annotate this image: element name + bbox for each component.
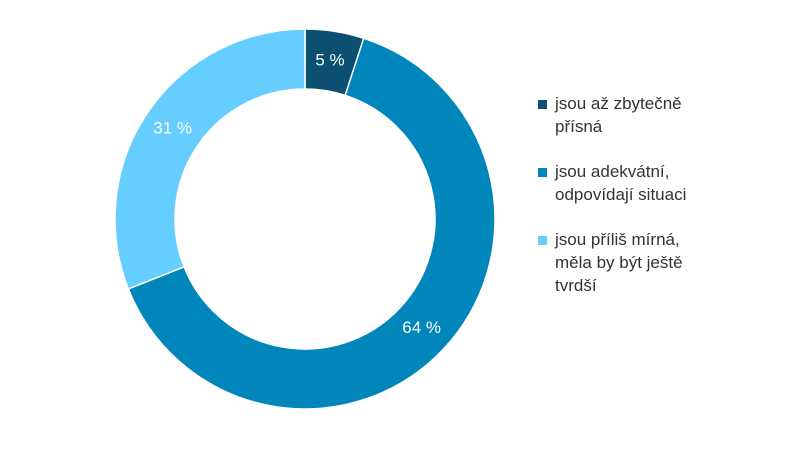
legend-item: jsou adekvátní, odpovídají situaci <box>538 160 718 206</box>
data-label: 64 % <box>402 318 441 337</box>
legend-swatch <box>538 236 547 245</box>
data-label: 5 % <box>315 50 344 69</box>
legend: jsou až zbytečně přísná jsou adekvátní, o… <box>538 92 718 319</box>
data-label: 31 % <box>153 119 192 138</box>
legend-swatch <box>538 168 547 177</box>
legend-label: jsou adekvátní, odpovídají situaci <box>555 162 687 204</box>
legend-item: jsou příliš mírná, měla by být ještě tvr… <box>538 228 718 297</box>
donut-slice <box>114 28 306 290</box>
legend-label: jsou příliš mírná, měla by být ještě tvr… <box>555 230 683 295</box>
legend-swatch <box>538 100 547 109</box>
legend-item: jsou až zbytečně přísná <box>538 92 718 138</box>
donut-slice <box>127 37 496 410</box>
legend-label: jsou až zbytečně přísná <box>555 94 682 136</box>
